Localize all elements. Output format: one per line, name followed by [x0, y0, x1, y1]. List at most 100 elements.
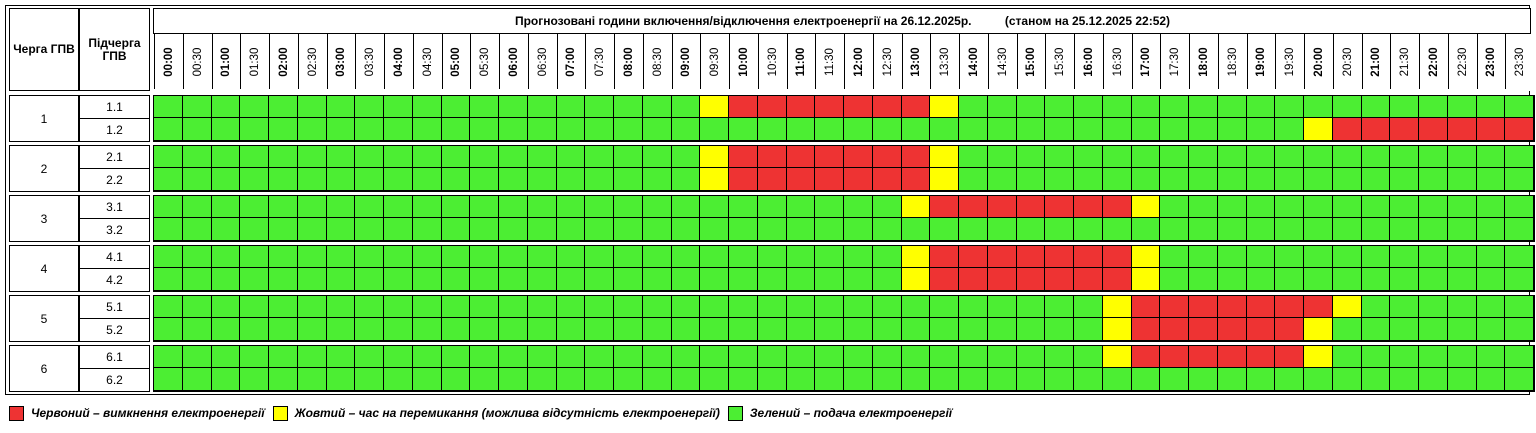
slot-cell: [1390, 368, 1419, 391]
slot-cell: [815, 318, 844, 341]
time-label: 01:30: [240, 34, 269, 89]
slot-cell: [815, 268, 844, 291]
slot-cell: [182, 168, 212, 191]
slot-cell: [1045, 345, 1074, 368]
slot-cell: [1074, 168, 1103, 191]
time-label-text: 10:30: [766, 47, 779, 76]
time-label-text: 13:30: [939, 47, 952, 76]
slot-cell: [1045, 118, 1074, 141]
slot-cell: [1217, 118, 1247, 141]
slot-cell: [872, 145, 902, 168]
slot-cell: [1419, 318, 1448, 341]
slot-cell: [441, 368, 471, 391]
slot-cell: [1045, 218, 1074, 241]
slot-cell: [269, 295, 298, 318]
slot-cell: [1304, 268, 1333, 291]
slot-cell: [470, 118, 499, 141]
slot-cell: [269, 318, 298, 341]
slot-cell: [412, 345, 442, 368]
time-label-text: 16:00: [1082, 46, 1095, 77]
slot-cell: [1476, 95, 1506, 118]
slot-cell: [355, 145, 384, 168]
time-label: 06:00: [499, 34, 528, 89]
slot-cell: [872, 345, 902, 368]
slot-cell: [614, 168, 643, 191]
slot-cell: [384, 95, 413, 118]
slot-cell: [1390, 345, 1419, 368]
slot-cell: [844, 345, 873, 368]
time-label-text: 18:00: [1197, 46, 1210, 77]
slot-cell: [182, 195, 212, 218]
slot-cell: [1419, 368, 1448, 391]
slot-cell: [700, 195, 729, 218]
time-label: 07:30: [585, 34, 614, 89]
slot-cell: [269, 268, 298, 291]
slot-cell: [441, 345, 471, 368]
slot-cell: [786, 195, 816, 218]
slot-cell: [1074, 245, 1103, 268]
slot-cell: [1217, 345, 1247, 368]
slot-cell: [1332, 345, 1362, 368]
time-label-text: 11:30: [824, 47, 837, 76]
slot-cell: [182, 368, 212, 391]
time-label-text: 03:30: [364, 47, 377, 76]
slot-cell: [1476, 368, 1506, 391]
slot-cell: [297, 145, 327, 168]
slot-cell: [556, 318, 586, 341]
time-label: 12:30: [872, 34, 902, 89]
slot-cell: [384, 218, 413, 241]
slot-cell: [1160, 218, 1189, 241]
time-label: 12:00: [844, 34, 873, 89]
slot-cell: [1160, 95, 1189, 118]
slot-cell: [182, 145, 212, 168]
slot-cell: [671, 168, 701, 191]
slot-cell: [757, 268, 787, 291]
slot-cell: [872, 118, 902, 141]
slot-cell: [729, 295, 758, 318]
slot-cell: [1332, 318, 1362, 341]
slot-cell: [930, 245, 959, 268]
slot-cell: [1131, 118, 1161, 141]
subqueue-header: Підчерга ГПВ: [88, 35, 141, 63]
time-label-text: 09:00: [680, 46, 693, 77]
slot-cell: [297, 218, 327, 241]
slot-cell: [441, 245, 471, 268]
slot-cell: [585, 168, 614, 191]
slot-cell: [872, 168, 902, 191]
slot-cell: [872, 195, 902, 218]
slot-cell: [384, 145, 413, 168]
time-label-text: 09:30: [709, 47, 722, 76]
time-label-text: 22:00: [1427, 46, 1440, 77]
slot-cell: [642, 295, 672, 318]
slot-cell: [1361, 95, 1391, 118]
slot-cell: [1419, 295, 1448, 318]
slot-cell: [412, 318, 442, 341]
slot-cell: [1304, 168, 1333, 191]
slot-cell: [182, 345, 212, 368]
slot-cell: [1074, 95, 1103, 118]
slot-cell: [815, 168, 844, 191]
time-label-text: 00:30: [191, 47, 204, 76]
slot-cell: [527, 168, 557, 191]
slot-cell: [757, 118, 787, 141]
slot-cell: [1419, 118, 1448, 141]
slot-cell: [1505, 195, 1534, 218]
slot-cell: [671, 345, 701, 368]
time-label: 13:00: [901, 34, 931, 89]
queue-label: 5: [9, 295, 79, 342]
slot-cell: [901, 195, 931, 218]
slot-cell: [642, 118, 672, 141]
time-label-text: 15:30: [1054, 47, 1067, 76]
time-label-text: 16:30: [1111, 47, 1124, 76]
slot-cell: [987, 345, 1017, 368]
slot-cell: [786, 368, 816, 391]
slot-cell: [1246, 368, 1276, 391]
slot-cell: [240, 345, 269, 368]
slot-cell: [1390, 118, 1419, 141]
slot-cell: [844, 268, 873, 291]
slot-cell: [1131, 218, 1161, 241]
time-label: 13:30: [930, 34, 959, 89]
slot-cell: [930, 95, 959, 118]
slot-cell: [412, 268, 442, 291]
slot-cell: [1217, 368, 1247, 391]
